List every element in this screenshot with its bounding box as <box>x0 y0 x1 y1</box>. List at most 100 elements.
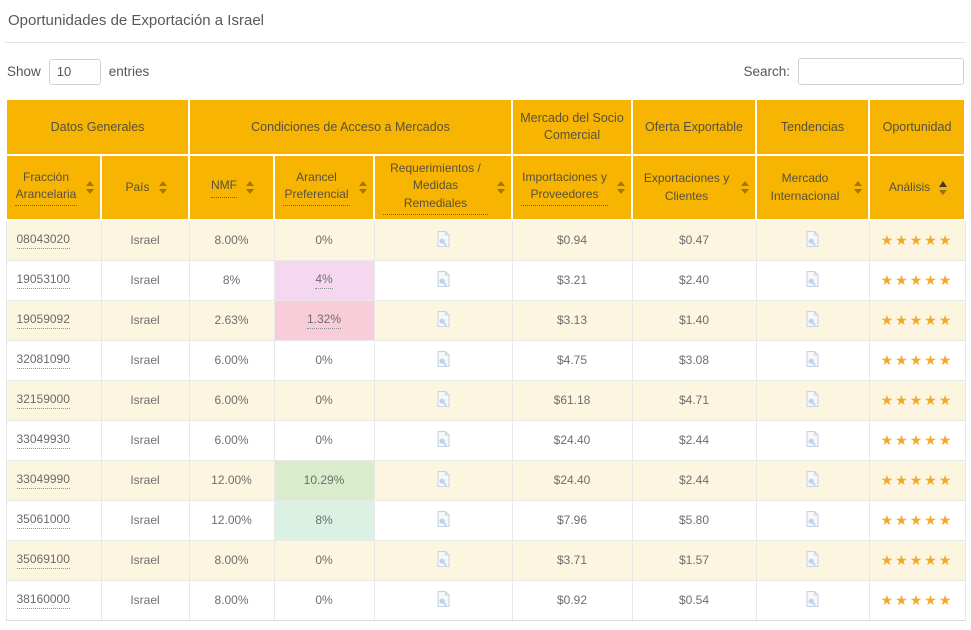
file-preview-icon[interactable] <box>437 350 450 367</box>
cell-mercado-internacional <box>755 419 870 461</box>
fraccion-code[interactable]: 35069100 <box>16 552 70 569</box>
file-preview-icon[interactable] <box>437 470 450 487</box>
file-preview-icon[interactable] <box>437 510 450 527</box>
cell-fraccion-arancelaria: 08043020 <box>5 219 102 261</box>
cell-exportaciones-clientes: $2.44 <box>631 459 757 501</box>
file-preview-icon[interactable] <box>437 590 450 607</box>
column-header-pais[interactable]: País <box>100 153 190 222</box>
column-header-analisis[interactable]: Análisis <box>868 153 967 222</box>
search-input[interactable] <box>798 58 964 85</box>
cell-fraccion-arancelaria: 33049930 <box>5 419 102 461</box>
fraccion-code[interactable]: 32159000 <box>16 392 70 409</box>
file-preview-icon[interactable] <box>806 350 819 367</box>
cell-requerimientos-medidas <box>373 339 513 381</box>
group-header-row: Datos Generales Condiciones de Acceso a M… <box>5 98 967 156</box>
cell-importaciones-proveedores: $0.94 <box>511 219 633 261</box>
sort-both-icon[interactable] <box>741 181 750 195</box>
file-preview-icon[interactable] <box>806 310 819 327</box>
file-preview-icon[interactable] <box>806 590 819 607</box>
fraccion-code[interactable]: 32081090 <box>16 352 70 369</box>
cell-analisis: ★★★★★ <box>868 499 966 541</box>
sort-both-icon[interactable] <box>246 181 254 195</box>
cell-fraccion-arancelaria: 19059092 <box>5 299 102 341</box>
table-row: 19053100 Israel 8% 4% $3.21 $2.40 ★★★★★ <box>5 259 966 301</box>
table-row: 35061000 Israel 12.00% 8% $7.96 $5.80 ★★★★★ <box>5 499 966 541</box>
sort-both-icon[interactable] <box>359 181 367 195</box>
cell-analisis: ★★★★★ <box>868 579 966 621</box>
fraccion-code[interactable]: 08043020 <box>16 232 70 249</box>
file-preview-icon[interactable] <box>806 470 819 487</box>
cell-mercado-internacional <box>755 299 870 341</box>
cell-exportaciones-clientes: $1.57 <box>631 539 757 581</box>
cell-nmf: 6.00% <box>188 419 275 461</box>
cell-pais: Israel <box>100 419 190 461</box>
file-preview-icon[interactable] <box>437 550 450 567</box>
cell-mercado-internacional <box>755 259 870 301</box>
fraccion-code[interactable]: 19053100 <box>16 272 70 289</box>
sort-both-icon[interactable] <box>617 181 626 195</box>
sort-both-icon[interactable] <box>854 181 863 195</box>
file-preview-icon[interactable] <box>437 430 450 447</box>
cell-fraccion-arancelaria: 19053100 <box>5 259 102 301</box>
cell-nmf: 6.00% <box>188 339 275 381</box>
cell-exportaciones-clientes: $2.40 <box>631 259 757 301</box>
arancel-value[interactable]: 1.32% <box>306 312 342 329</box>
fraccion-code[interactable]: 33049930 <box>16 432 70 449</box>
table-header: Datos Generales Condiciones de Acceso a M… <box>5 98 967 222</box>
cell-mercado-internacional <box>755 379 870 421</box>
cell-exportaciones-clientes: $2.44 <box>631 419 757 461</box>
file-preview-icon[interactable] <box>806 270 819 287</box>
sort-both-icon[interactable] <box>497 181 506 195</box>
column-label: Importaciones y Proveedores <box>521 169 609 207</box>
table-row: 35069100 Israel 8.00% 0% $3.71 $1.57 ★★★★★ <box>5 539 966 581</box>
cell-nmf: 8.00% <box>188 539 275 581</box>
file-preview-icon[interactable] <box>806 230 819 247</box>
file-preview-icon[interactable] <box>437 270 450 287</box>
file-preview-icon[interactable] <box>437 310 450 327</box>
sort-both-icon[interactable] <box>158 181 167 195</box>
file-preview-icon[interactable] <box>806 390 819 407</box>
table-row: 33049930 Israel 6.00% 0% $24.40 $2.44 ★★★★★ <box>5 419 966 461</box>
column-header-importaciones-y-proveedores[interactable]: Importaciones y Proveedores <box>511 153 634 222</box>
cell-nmf: 12.00% <box>188 499 275 541</box>
file-preview-icon[interactable] <box>437 390 450 407</box>
column-header-exportaciones-y-clientes[interactable]: Exportaciones y Clientes <box>631 153 758 222</box>
fraccion-code[interactable]: 35061000 <box>16 512 70 529</box>
column-header-fraccion-arancelaria[interactable]: Fracción Arancelaria <box>5 153 102 222</box>
sort-asc-icon[interactable] <box>939 180 948 195</box>
column-label: NMF <box>211 177 237 198</box>
column-header-mercado-internacional[interactable]: Mercado Internacional <box>755 153 871 222</box>
cell-mercado-internacional <box>755 499 870 541</box>
fraccion-code[interactable]: 38160000 <box>16 592 70 609</box>
entries-label: entries <box>108 64 150 79</box>
cell-analisis: ★★★★★ <box>868 299 966 341</box>
file-preview-icon[interactable] <box>806 430 819 447</box>
cell-pais: Israel <box>100 459 190 501</box>
file-preview-icon[interactable] <box>806 510 819 527</box>
fraccion-code[interactable]: 33049990 <box>16 472 70 489</box>
sort-both-icon[interactable] <box>86 181 94 195</box>
cell-requerimientos-medidas <box>373 379 513 421</box>
cell-pais: Israel <box>100 579 190 621</box>
cell-importaciones-proveedores: $24.40 <box>511 459 633 501</box>
cell-mercado-internacional <box>755 339 870 381</box>
cell-exportaciones-clientes: $1.40 <box>631 299 757 341</box>
file-preview-icon[interactable] <box>437 230 450 247</box>
cell-requerimientos-medidas <box>373 579 513 621</box>
entries-count-input[interactable] <box>48 58 101 85</box>
column-header-arancel-preferencial[interactable]: Arancel Preferencial <box>273 153 375 222</box>
group-header-condiciones-de-acceso-a-mercados: Condiciones de Acceso a Mercados <box>187 98 514 156</box>
column-header-nmf[interactable]: NMF <box>188 153 275 222</box>
cell-pais: Israel <box>100 499 190 541</box>
cell-importaciones-proveedores: $3.21 <box>511 259 633 301</box>
cell-nmf: 12.00% <box>188 459 275 501</box>
arancel-value[interactable]: 4% <box>315 272 333 289</box>
export-opportunities-table: Datos Generales Condiciones de Acceso a M… <box>5 98 967 621</box>
file-preview-icon[interactable] <box>806 550 819 567</box>
cell-importaciones-proveedores: $4.75 <box>511 339 633 381</box>
column-label: País <box>125 179 150 194</box>
column-label: Requerimientos / Medidas Remediales <box>383 160 489 216</box>
fraccion-code[interactable]: 19059092 <box>16 312 70 329</box>
column-header-requerimientos-medidas-remediales[interactable]: Requerimientos / Medidas Remediales <box>372 153 514 222</box>
cell-nmf: 8% <box>188 259 275 301</box>
